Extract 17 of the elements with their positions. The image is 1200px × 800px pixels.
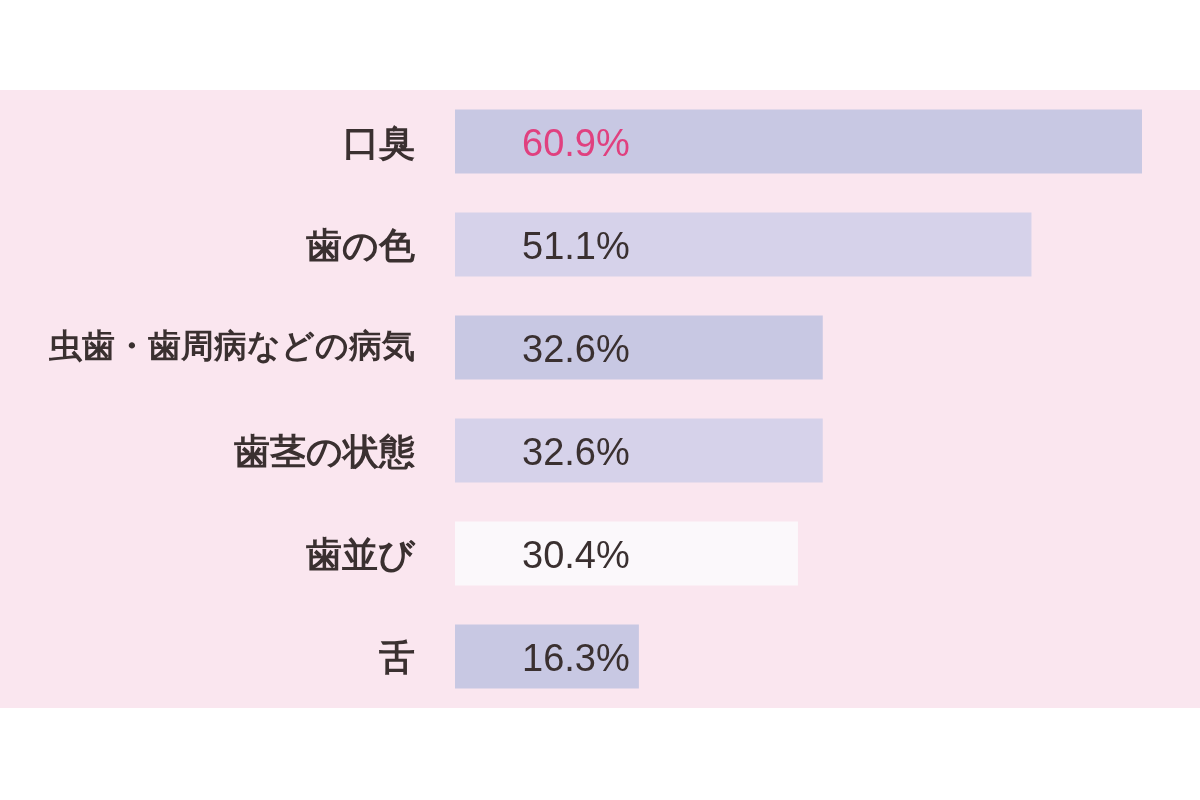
y-tick-label: 歯並び [306, 533, 416, 575]
data-label: 60.9% [522, 121, 630, 164]
y-tick-label: 虫歯・歯周病などの病気 [48, 325, 415, 365]
y-tick-label: 歯の色 [306, 224, 415, 266]
bar [455, 315, 823, 380]
data-label: 32.6% [522, 430, 630, 473]
bar [455, 212, 1032, 277]
data-label: 30.4% [522, 533, 630, 576]
bar [455, 418, 823, 483]
data-label: 32.6% [522, 327, 630, 370]
y-tick-label: 舌 [378, 636, 415, 678]
y-tick-label: 口臭 [343, 121, 415, 163]
bar [455, 109, 1142, 174]
y-tick-label: 歯茎の状態 [234, 430, 415, 472]
data-label: 16.3% [522, 636, 630, 679]
data-label: 51.1% [522, 224, 630, 267]
bar [455, 624, 639, 689]
